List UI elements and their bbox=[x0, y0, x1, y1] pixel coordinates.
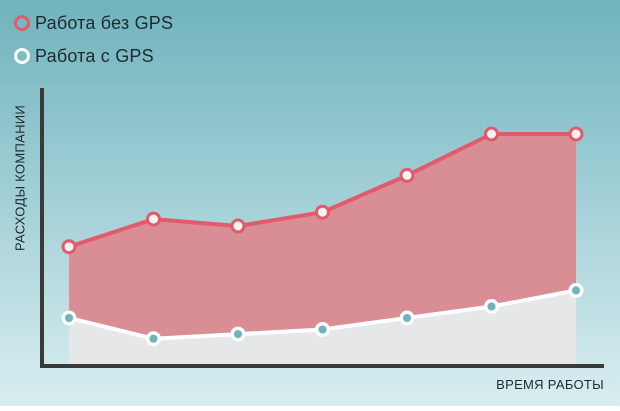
series-1-point-center-5 bbox=[487, 302, 496, 311]
series-1-point-center-0 bbox=[65, 314, 73, 322]
series-0-point-0 bbox=[61, 239, 77, 255]
series-1-point-center-6 bbox=[572, 286, 580, 295]
series-0-area bbox=[69, 134, 576, 364]
series-1-point-center-4 bbox=[403, 314, 411, 322]
series-0-point-1 bbox=[146, 211, 161, 227]
legend-label-with-gps: Работа с GPS bbox=[35, 45, 154, 66]
legend-item-without-gps: Работа без GPS bbox=[14, 12, 173, 34]
series-1-point-center-3 bbox=[318, 325, 327, 334]
legend: Работа без GPS Работа с GPS bbox=[14, 12, 173, 78]
ring-icon bbox=[14, 15, 30, 31]
series-0-point-4 bbox=[399, 167, 415, 183]
legend-label-without-gps: Работа без GPS bbox=[35, 12, 174, 33]
series-0-point-5 bbox=[484, 126, 499, 142]
plot-area bbox=[61, 126, 584, 364]
y-axis-label: РАСХОДЫ КОМПАНИИ bbox=[12, 104, 28, 252]
series-1-area bbox=[69, 290, 576, 364]
x-axis-label: ВРЕМЯ РАБОТЫ bbox=[496, 377, 604, 392]
series-0-point-2 bbox=[230, 218, 246, 234]
ring-icon bbox=[14, 48, 30, 64]
series-1-point-center-1 bbox=[149, 334, 158, 343]
legend-item-with-gps: Работа с GPS bbox=[14, 45, 173, 67]
series-1-point-center-2 bbox=[234, 330, 242, 339]
series-0-point-6 bbox=[568, 126, 584, 142]
series-0-point-3 bbox=[315, 204, 330, 220]
